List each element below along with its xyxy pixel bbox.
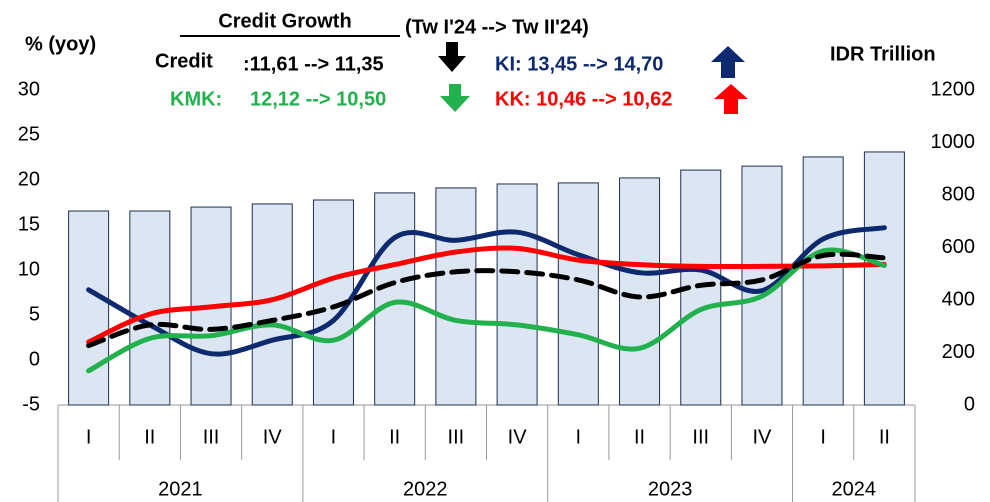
- x-tick-label: III: [203, 426, 220, 448]
- y2-tick-label: 1200: [931, 78, 976, 100]
- x-tick-label: II: [389, 426, 400, 448]
- bar: [374, 192, 416, 406]
- y2-tick-label: 600: [942, 236, 975, 258]
- x-tick-label: I: [576, 426, 582, 448]
- down-arrow: [438, 42, 466, 72]
- credit-change: :11,61 --> 11,35: [243, 53, 384, 75]
- line: [86, 245, 887, 345]
- year-label: 2021: [158, 478, 203, 500]
- y-tick-label: 25: [18, 123, 40, 145]
- y2-axis-label: IDR Trillion: [830, 43, 936, 65]
- bar: [435, 187, 477, 406]
- x-tick-label: IV: [508, 426, 528, 448]
- y-tick-label: 10: [18, 258, 40, 280]
- kmk-label: KMK:: [170, 88, 222, 110]
- line: [86, 251, 887, 349]
- year-label: 2022: [403, 478, 448, 500]
- x-tick-label: III: [692, 426, 709, 448]
- chart-subtitle: (Tw I'24 --> Tw II'24): [405, 16, 589, 38]
- line: [86, 225, 887, 357]
- y-tick-label: 5: [29, 303, 40, 325]
- bar: [557, 182, 599, 406]
- x-tick-label: I: [331, 426, 337, 448]
- bar: [68, 210, 110, 406]
- chart-title: Credit Growth: [218, 10, 351, 32]
- x-tick-label: IV: [263, 426, 283, 448]
- kk-change: KK: 10,46 --> 10,62: [495, 88, 672, 110]
- bar: [619, 177, 661, 406]
- y2-tick-label: 1000: [931, 131, 976, 153]
- bar: [129, 210, 171, 406]
- bar: [802, 156, 844, 406]
- bar: [863, 151, 905, 406]
- x-tick-label: II: [144, 426, 155, 448]
- y-tick-label: 15: [18, 213, 40, 235]
- ki-change: KI: 13,45 --> 14,70: [495, 53, 663, 75]
- up-arrow: [711, 46, 745, 78]
- year-label: 2023: [648, 478, 693, 500]
- y2-tick-label: 0: [964, 393, 975, 415]
- x-tick-label: II: [634, 426, 645, 448]
- y-tick-label: 30: [18, 78, 40, 100]
- credit-label: Credit: [155, 50, 213, 72]
- x-tick-label: II: [879, 426, 890, 448]
- x-tick-label: I: [86, 426, 92, 448]
- y-tick-label: -5: [22, 393, 40, 415]
- y2-tick-label: 400: [942, 288, 975, 310]
- up-arrow: [714, 84, 748, 114]
- y2-tick-label: 800: [942, 183, 975, 205]
- down-arrow: [440, 84, 470, 112]
- x-tick-label: III: [448, 426, 465, 448]
- y-tick-label: 0: [29, 348, 40, 370]
- y2-tick-label: 200: [942, 341, 975, 363]
- bar: [496, 183, 538, 406]
- x-tick-label: IV: [753, 426, 773, 448]
- year-label: 2024: [832, 478, 877, 500]
- kmk-change: 12,12 --> 10,50: [250, 88, 386, 110]
- y-axis-label: % (yoy): [25, 33, 96, 55]
- y-tick-label: 20: [18, 168, 40, 190]
- line: [86, 247, 887, 374]
- x-tick-label: I: [820, 426, 826, 448]
